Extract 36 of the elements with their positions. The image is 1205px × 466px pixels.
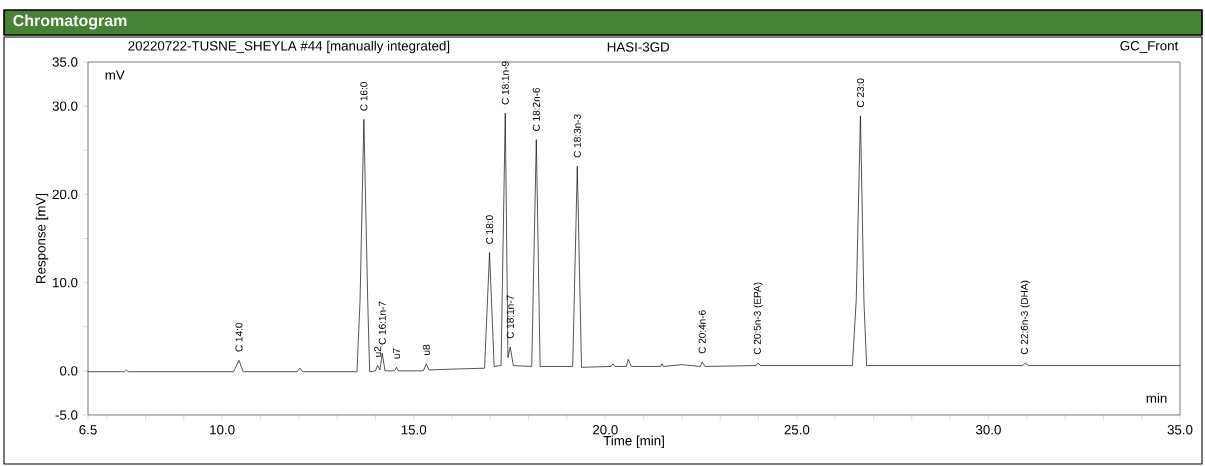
y-tick-label: -5.0	[55, 410, 78, 420]
y-tick-label: 10.0	[53, 277, 78, 288]
annotation: C 18:2n-6	[532, 87, 540, 131]
x-tick-label: 10.0	[210, 425, 235, 435]
x-tick-label: 25.0	[784, 425, 810, 435]
annotation: C 14:0	[235, 322, 243, 352]
chart-subtitle: 20220722-TUSNE_SHEYLA #44 [manually integrated]	[128, 40, 450, 54]
y-tick-label: 35.0	[52, 57, 78, 67]
chart-title: Chromatogram	[13, 14, 127, 30]
y-axis-title: Response [mV]	[35, 193, 49, 283]
x-tick-label: 30.0	[975, 425, 1001, 435]
x-tick-label: 20.0	[592, 425, 618, 435]
annotation: mV	[105, 70, 125, 80]
x-tick-label: 35.0	[1167, 425, 1193, 435]
x-axis-title: Time [min]	[603, 435, 664, 449]
annotation: u2	[374, 346, 382, 357]
y-tick-label: 0.0	[59, 366, 78, 376]
annotation: u7	[392, 348, 400, 359]
annotation: C 16:1n-7	[378, 301, 386, 345]
annotation: C 20:5n-3 (EPA)	[753, 282, 763, 355]
annotation: C 18:1n-9	[501, 61, 509, 105]
annotation: u8	[422, 344, 430, 355]
annotation: C 18:3n-3	[573, 114, 581, 158]
annotation: C 18:0	[486, 215, 494, 244]
annotation: min	[1146, 393, 1167, 403]
text: GC_Front	[1120, 41, 1179, 53]
text: HASI-3GD	[607, 42, 670, 52]
annotation: C 18:1n-7	[506, 295, 514, 339]
y-tick-label: 30.0	[52, 101, 78, 111]
x-tick-label: 6.5	[79, 425, 97, 435]
annotation: C 23:0	[856, 78, 864, 108]
x-tick-label: 15.0	[401, 425, 427, 435]
annotation: C 20:4n-6	[698, 310, 706, 354]
y-tick-label: 20.0	[52, 189, 78, 200]
annotation: C 16:0	[360, 82, 368, 111]
annotation: C 22:6n-3 (DHA)	[1020, 280, 1030, 355]
